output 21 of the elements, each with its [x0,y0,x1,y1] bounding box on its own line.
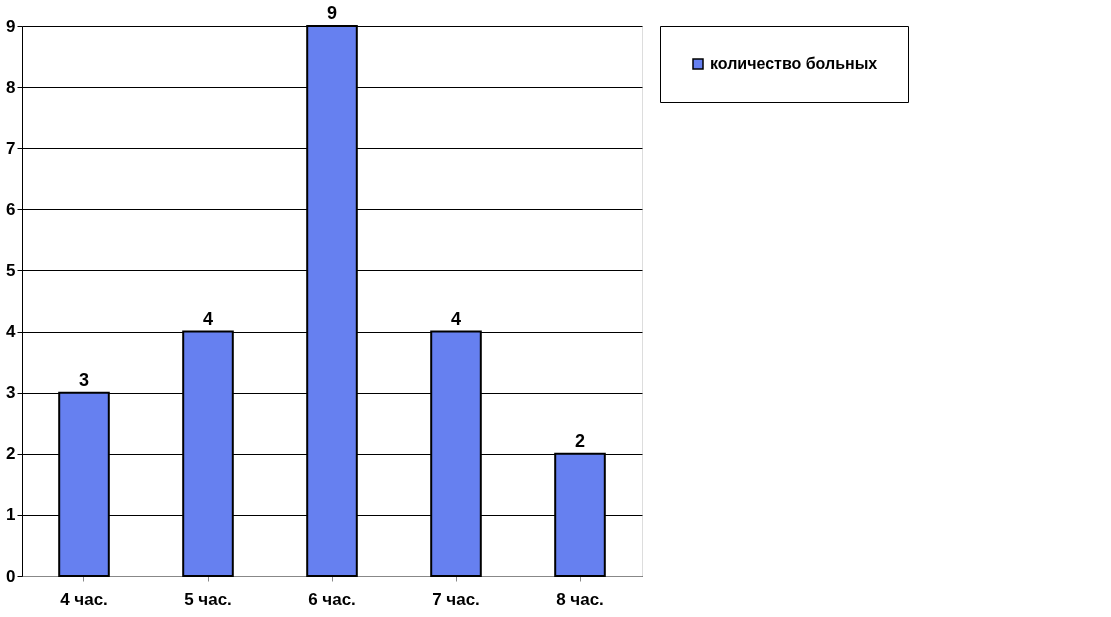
data-label: 2 [574,430,586,451]
y-tick-label: 1 [6,505,16,525]
y-tick-label: 2 [6,444,16,464]
legend-label: количество больных [710,55,878,72]
x-tick-label: 6 час. [308,589,356,609]
x-tick-label: 4 час. [60,589,108,609]
y-tick-label: 0 [6,566,16,586]
y-tick-label: 8 [6,77,16,97]
y-tick-label: 5 [6,260,16,280]
x-tick-label: 7 час. [432,589,480,609]
y-tick-label: 9 [6,16,16,36]
data-label: 9 [326,3,338,23]
y-tick-label: 6 [6,199,16,219]
y-tick-label: 7 [6,138,16,158]
y-tick-label: 3 [6,383,16,403]
x-tick-label: 8 час. [556,589,604,609]
y-tick-label: 4 [6,322,17,342]
data-label: 4 [450,308,462,329]
data-label: 3 [78,369,90,390]
data-label: 4 [202,308,214,329]
x-tick-label: 5 час. [184,589,232,609]
